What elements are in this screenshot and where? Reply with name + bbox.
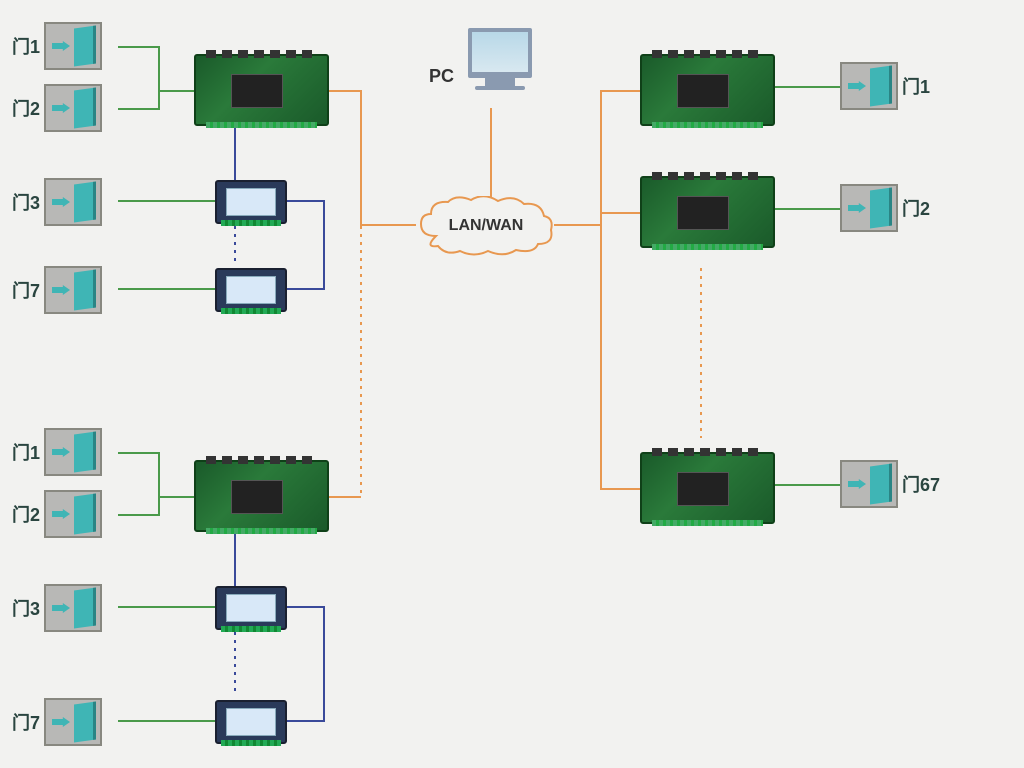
- wire-left-bus: [360, 90, 362, 226]
- door-icon: [44, 266, 102, 314]
- door-icon: [44, 22, 102, 70]
- door-icon: [840, 460, 898, 508]
- door-icon: [840, 62, 898, 110]
- wire-dotted: [234, 632, 236, 692]
- door-unit: 门1: [12, 22, 102, 70]
- wire: [118, 452, 158, 454]
- door-unit: 门2: [840, 184, 930, 232]
- wire: [287, 606, 323, 608]
- wire: [118, 606, 215, 608]
- door-label: 门3: [12, 595, 40, 621]
- wire-cloud-left: [360, 224, 416, 226]
- wire: [158, 496, 194, 498]
- wire: [323, 606, 325, 722]
- wire: [158, 452, 160, 498]
- converter-module: [215, 586, 287, 630]
- wire: [158, 90, 194, 92]
- wire: [323, 200, 325, 290]
- door-label: 门2: [12, 501, 40, 527]
- door-unit: 门3: [12, 584, 102, 632]
- controller-board: [640, 54, 775, 126]
- door-label: 门1: [12, 33, 40, 59]
- door-unit: 门3: [12, 178, 102, 226]
- door-unit: 门7: [12, 266, 102, 314]
- door-icon: [44, 428, 102, 476]
- wire: [234, 534, 236, 586]
- wire-left-bus-dotted: [360, 226, 362, 496]
- door-icon: [44, 584, 102, 632]
- door-label: 门2: [902, 195, 930, 221]
- wire: [775, 86, 840, 88]
- cloud-label: LAN/WAN: [449, 217, 524, 235]
- wire: [158, 46, 160, 92]
- wire: [118, 288, 215, 290]
- door-unit: 门2: [12, 490, 102, 538]
- wire-right-board1: [600, 90, 640, 92]
- controller-board: [640, 176, 775, 248]
- door-unit: 门2: [12, 84, 102, 132]
- controller-board: [194, 460, 329, 532]
- wire-right-board3: [600, 488, 640, 490]
- door-icon: [44, 490, 102, 538]
- wire: [287, 720, 323, 722]
- wire: [158, 496, 160, 516]
- door-label: 门7: [12, 277, 40, 303]
- door-label: 门7: [12, 709, 40, 735]
- door-unit: 门7: [12, 698, 102, 746]
- wire: [118, 46, 158, 48]
- door-icon: [44, 698, 102, 746]
- door-label: 门2: [12, 95, 40, 121]
- wire-right-gap-dotted: [700, 268, 702, 438]
- wire-right-board2: [600, 212, 640, 214]
- wire: [118, 200, 215, 202]
- converter-module: [215, 268, 287, 312]
- door-label: 门3: [12, 189, 40, 215]
- network-cloud: LAN/WAN: [416, 196, 556, 256]
- controller-board: [640, 452, 775, 524]
- controller-board: [194, 54, 329, 126]
- wire: [287, 200, 323, 202]
- wire: [158, 90, 160, 110]
- wire: [234, 128, 236, 180]
- door-label: 门67: [902, 471, 940, 497]
- wire: [118, 514, 158, 516]
- door-label: 门1: [902, 73, 930, 99]
- converter-module: [215, 180, 287, 224]
- wire: [118, 720, 215, 722]
- pc-monitor: PC: [465, 28, 535, 106]
- wire-pc-cloud: [490, 108, 492, 198]
- wire: [775, 484, 840, 486]
- door-icon: [840, 184, 898, 232]
- wire: [118, 108, 158, 110]
- wire-right-bus: [600, 90, 602, 488]
- door-label: 门1: [12, 439, 40, 465]
- door-unit: 门67: [840, 460, 940, 508]
- pc-label: PC: [429, 66, 454, 87]
- wire-dotted: [234, 226, 236, 264]
- door-unit: 门1: [12, 428, 102, 476]
- door-unit: 门1: [840, 62, 930, 110]
- wire-left-board2: [329, 496, 361, 498]
- door-icon: [44, 84, 102, 132]
- door-icon: [44, 178, 102, 226]
- wire-cloud-right: [554, 224, 600, 226]
- wire: [287, 288, 323, 290]
- converter-module: [215, 700, 287, 744]
- wire: [775, 208, 840, 210]
- wire-left-board1: [329, 90, 361, 92]
